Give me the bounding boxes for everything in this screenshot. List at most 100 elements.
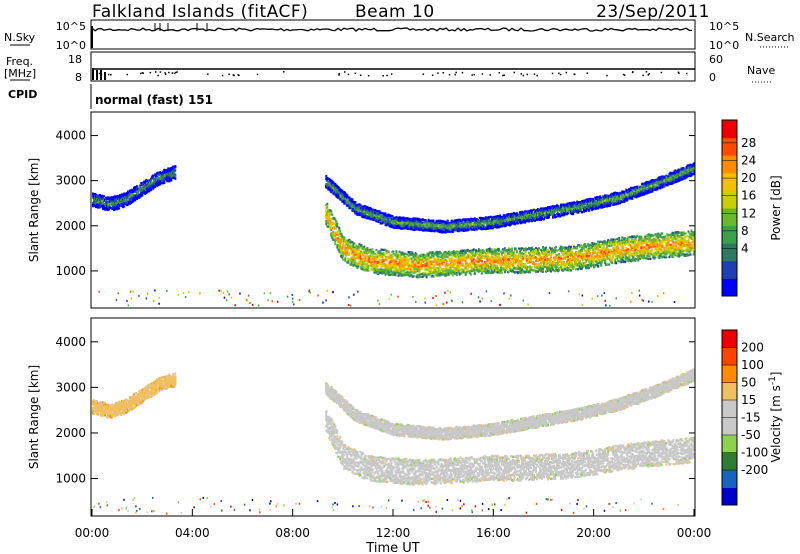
nave-dot [661,72,663,74]
echo-cell [573,266,575,268]
echo-cell [387,259,389,261]
echo-cell [403,274,405,276]
echo-cell [392,257,394,259]
echo-cell [365,260,367,262]
echo-cell [553,257,555,259]
echo-cell [499,272,501,274]
echo-cell [507,255,509,257]
freq-tick-high: 18 [68,53,82,66]
echo-cell [401,254,403,256]
echo-cell [593,260,595,262]
echo-cell [456,274,458,276]
echo-cell [415,271,417,273]
echo-cell [366,262,368,264]
nave-dot [127,74,129,76]
echo-cell [342,259,344,261]
echo-cell [438,257,440,259]
echo-cell [375,249,377,251]
nsky-panel: N.Sky 10^5 10^0 10^5 10^0 N.Search [4,20,795,52]
echo-cell [493,256,495,258]
echo-cell [500,260,502,262]
echo-cell [424,256,426,258]
echo-cell [506,249,508,251]
echo-cell [535,260,537,262]
echo-cell [489,248,491,250]
echo-cell [449,254,451,256]
nave-dot [523,75,525,77]
echo-cell [174,169,176,171]
echo-cell [572,252,574,254]
cpid-label: CPID [8,88,37,101]
echo-cell [481,272,483,274]
echo-cell [419,271,421,273]
echo-cell [408,262,410,264]
nave-dots [99,71,688,77]
echo-cell [577,257,579,259]
echo-cell [110,200,112,202]
echo-cell [330,224,332,226]
echo-cell [536,266,538,268]
echo-cell [502,252,504,254]
echo-cell [510,260,512,262]
echo-cell [487,253,489,255]
echo-cell [504,247,506,249]
echo-cell [493,251,495,253]
echo-cell [362,258,364,260]
freq-panel: Freq. [MHz] 18 8 60 0 Nave [4,52,775,84]
nave-dot [490,74,492,76]
echo-cell [338,227,340,229]
echo-cell [409,274,411,276]
echo-cell [465,260,467,262]
echo-cell [340,233,342,235]
echo-cell [420,257,422,259]
echo-cell [416,253,418,255]
echo-cell [581,250,583,252]
echo-cell [581,268,583,270]
echo-cell [145,179,147,181]
echo-cell [520,257,522,259]
echo-cell [339,242,341,244]
echo-cell [341,248,343,250]
nave-dot [558,73,560,75]
echo-cell [515,271,517,273]
echo-cell [498,250,500,252]
nave-dot [108,74,110,76]
echo-cell [170,179,172,181]
echo-cell [103,195,105,197]
echo-cell [340,253,342,255]
nave-dot [257,74,259,76]
echo-cell [357,265,359,267]
nave-dot [632,72,634,74]
echo-cell [531,247,533,249]
nave-dot [238,75,240,77]
freq-unit: [MHz] [4,67,36,80]
echo-cell [481,260,483,262]
nave-dot [168,72,170,74]
echo-cell [541,265,543,267]
nave-dot [587,72,589,74]
echo-cell [139,185,141,187]
echo-cell [472,251,474,253]
echo-cell [547,249,549,251]
echo-cell [395,274,397,276]
echo-cell [586,253,588,255]
echo-cell [550,255,552,257]
nsearch-tick-low: 10^0 [709,39,739,52]
echo-cell [439,261,441,263]
echo-cell [340,250,342,252]
echo-cell [531,266,533,268]
nave-dot [360,75,362,77]
echo-cell [377,261,379,263]
station-title: Falkland Islands (fitACF) [92,2,308,22]
echo-cell [339,230,341,232]
echo-cell [592,252,594,254]
nave-dot [140,73,142,75]
nave-dot [499,72,501,74]
echo-cell [342,255,344,257]
echo-cell [382,256,384,258]
echo-cell [558,264,560,266]
echo-cell [433,255,435,257]
echo-cell [326,216,328,218]
echo-cell [488,256,490,258]
echo-cell [326,203,328,205]
